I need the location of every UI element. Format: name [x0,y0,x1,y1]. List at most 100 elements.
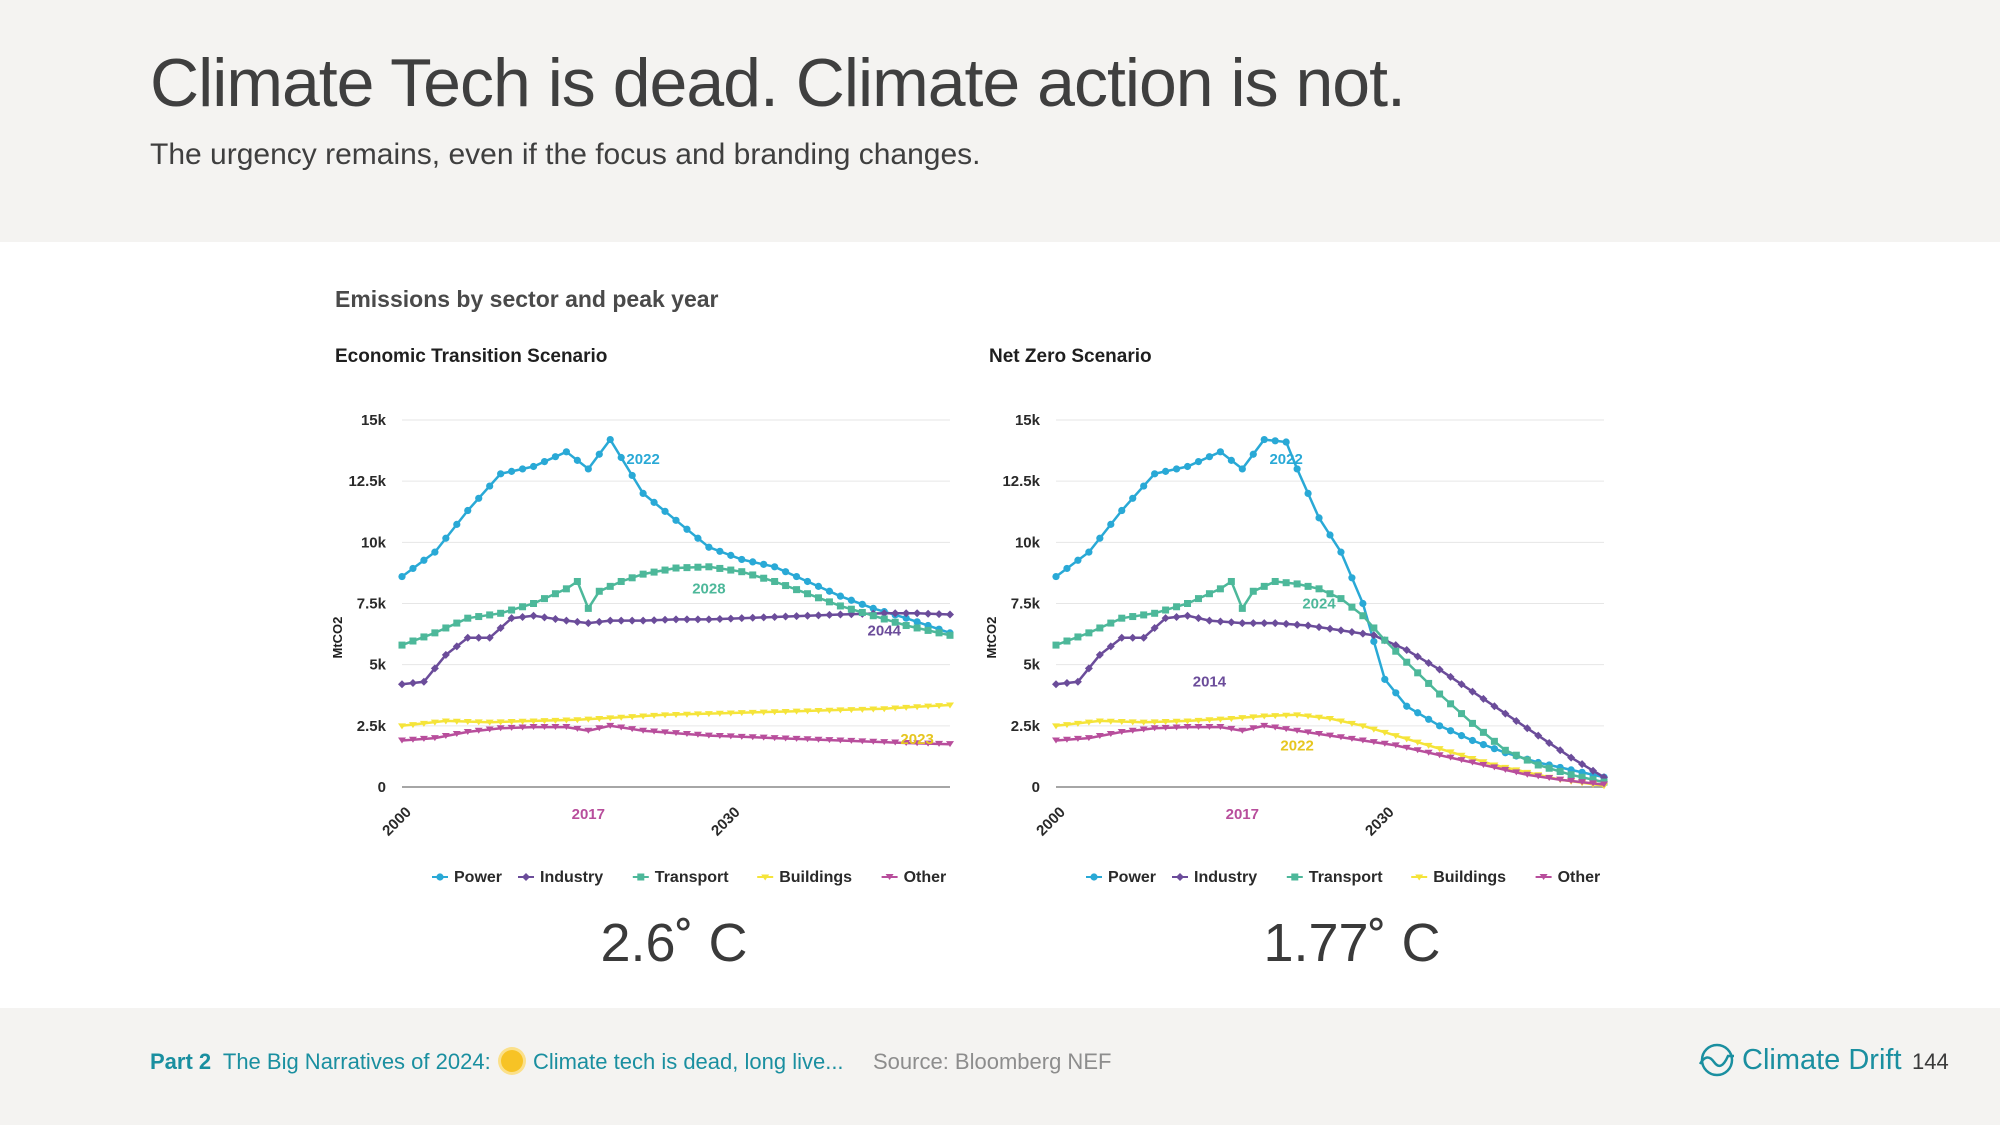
data-point [1436,722,1444,730]
data-point [1227,618,1236,627]
data-point [1304,713,1313,720]
data-point [562,585,570,593]
data-point [891,739,900,746]
data-point [617,724,626,731]
data-point [1106,718,1115,725]
data-point [650,712,659,719]
data-point [891,609,900,618]
data-point [1457,732,1466,740]
data-point [1468,687,1477,696]
data-point [474,633,483,642]
data-point [1139,719,1148,726]
data-point [1359,599,1367,608]
data-point [1347,735,1356,742]
data-point [1150,725,1159,732]
peak-year-annotation: 2024 [1302,595,1336,612]
data-point [507,724,516,731]
data-point [1435,746,1444,753]
series-power [398,435,954,637]
data-point [1348,574,1356,582]
data-point [1205,724,1214,731]
data-point [1336,734,1345,741]
data-point [573,725,582,732]
data-point [913,704,922,711]
data-point [639,489,647,497]
data-point [1172,465,1181,473]
data-point [1413,652,1422,661]
data-point [880,615,888,623]
page-number: 144 [1912,1049,1949,1074]
data-point [760,574,768,582]
data-point [1359,612,1367,620]
data-point [759,709,768,716]
data-point [1085,548,1093,556]
data-point [946,631,954,639]
data-point [748,709,757,716]
data-point [738,568,746,576]
data-point [1095,718,1104,725]
data-point [1128,719,1137,726]
data-point [485,719,494,726]
legend-marker [885,874,894,880]
footer-section-link[interactable]: Part 2 The Big Narratives of 2024: Clima… [150,1049,844,1075]
temperature-economic-transition: 2.6˚ C [600,913,748,973]
data-point [628,471,636,480]
data-point [1490,745,1498,753]
data-point [1260,582,1268,590]
data-point [1194,595,1202,603]
data-point [584,604,592,612]
data-point [1501,746,1509,754]
data-point [639,616,648,625]
data-point [1194,724,1203,731]
data-point [529,611,538,620]
data-point [672,516,680,524]
data-point [902,739,911,746]
data-point [1194,457,1203,466]
data-point [1128,727,1137,734]
data-point [924,609,933,618]
data-point [781,708,790,715]
legend-entry-buildings: Buildings [779,869,852,886]
data-point [573,617,582,626]
data-point [496,725,505,732]
data-point [1271,437,1279,445]
data-point [1249,725,1258,732]
data-point [672,712,680,719]
data-point [562,717,571,724]
data-point [1446,672,1455,681]
data-point [408,722,417,729]
data-point [737,614,746,623]
figure-title: Emissions by sector and peak year [335,286,719,312]
data-point [1052,572,1060,581]
data-point [650,728,659,735]
legend-entry-transport: Transport [1309,869,1383,886]
data-point [793,586,801,594]
data-point [573,717,582,724]
data-point [770,709,779,716]
data-point [1227,725,1236,732]
x-tick-label: 2000 [1033,804,1069,840]
data-point [1326,715,1334,722]
data-point [1413,747,1422,754]
data-point [792,612,801,621]
data-point [1238,619,1247,628]
data-point [1227,456,1235,464]
data-point [409,564,417,573]
footer-source: Source: Bloomberg NEF [873,1049,1112,1074]
data-point [1336,718,1345,725]
data-point [628,616,637,625]
data-point [1326,590,1334,598]
data-point [1457,757,1466,764]
legend-marker [1176,873,1184,881]
data-point [814,736,823,743]
data-point [508,467,516,475]
data-point [1315,585,1323,593]
data-point [1293,712,1302,719]
data-point [1216,724,1225,731]
legend-marker [436,873,444,881]
data-point [1446,727,1455,735]
data-point [770,612,779,621]
data-point [716,547,724,555]
data-point [1205,616,1214,625]
chart-2-subtitle: Net Zero Scenario [989,346,1152,367]
